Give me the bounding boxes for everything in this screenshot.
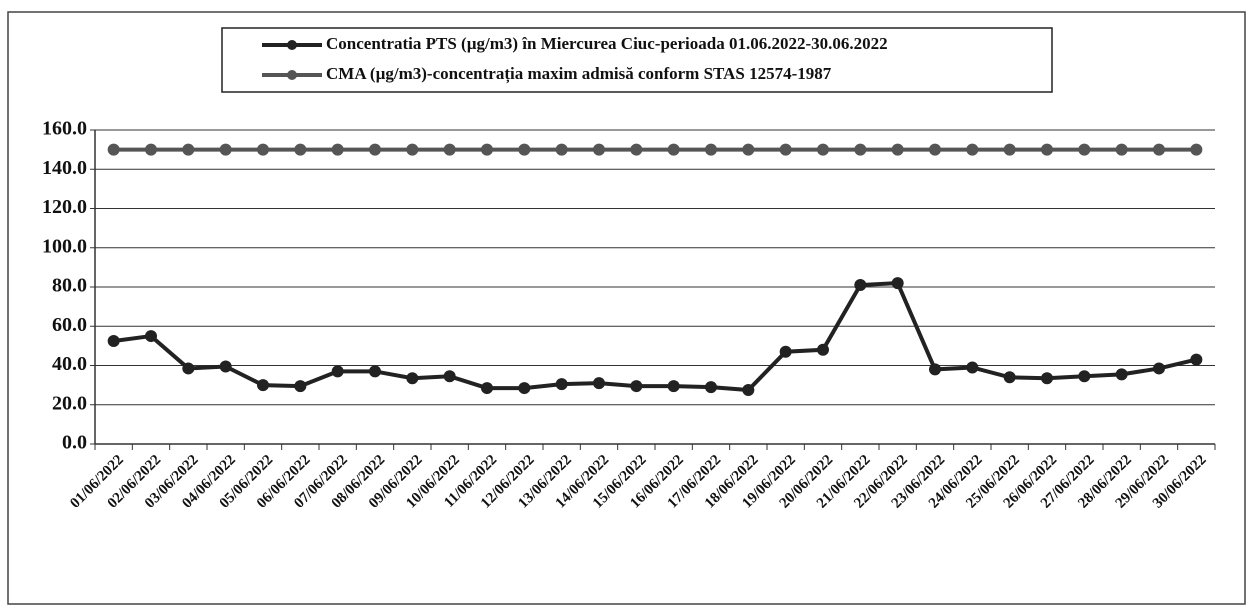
y-tick-label: 40.0 bbox=[52, 353, 87, 375]
series-marker bbox=[107, 143, 120, 156]
series-marker bbox=[182, 362, 195, 375]
series-marker bbox=[929, 363, 941, 376]
series-marker bbox=[145, 143, 157, 156]
series-marker bbox=[593, 377, 605, 390]
series-marker bbox=[1153, 143, 1165, 156]
y-tick-label: 80.0 bbox=[52, 275, 87, 297]
series-marker bbox=[481, 382, 493, 395]
series-marker bbox=[257, 143, 269, 156]
series-marker bbox=[817, 143, 829, 156]
series-marker bbox=[966, 143, 979, 156]
series-marker bbox=[929, 143, 941, 156]
series-marker bbox=[667, 380, 680, 393]
chart-frame bbox=[7, 11, 1246, 605]
series-marker bbox=[518, 382, 531, 395]
series-marker bbox=[742, 143, 755, 156]
series-marker bbox=[406, 143, 419, 156]
series-marker bbox=[1078, 143, 1091, 156]
series-marker bbox=[219, 143, 232, 156]
series-marker bbox=[1003, 143, 1016, 156]
series-marker bbox=[630, 380, 643, 393]
series-marker bbox=[555, 143, 568, 156]
y-tick-label: 0.0 bbox=[62, 432, 87, 454]
series-marker bbox=[443, 370, 456, 383]
series-marker bbox=[555, 378, 568, 391]
series-marker bbox=[779, 345, 792, 358]
legend-marker bbox=[287, 40, 297, 50]
series-marker bbox=[257, 379, 269, 392]
series-line bbox=[113, 281, 1197, 393]
series-marker bbox=[742, 384, 755, 397]
series-marker bbox=[406, 372, 419, 385]
series-marker bbox=[331, 143, 344, 156]
y-tick-label: 120.0 bbox=[42, 196, 87, 218]
series-marker bbox=[1153, 362, 1165, 375]
series-marker bbox=[891, 277, 904, 290]
series-marker bbox=[630, 143, 643, 156]
series-marker bbox=[779, 143, 792, 156]
y-tick-label: 140.0 bbox=[42, 157, 87, 179]
y-tick-label: 60.0 bbox=[52, 314, 87, 336]
series-marker bbox=[481, 143, 493, 156]
y-tick-label: 20.0 bbox=[52, 392, 87, 414]
series-marker bbox=[1115, 143, 1128, 156]
legend-label: Concentratia PTS (µg/m3) în Miercurea Ci… bbox=[326, 34, 888, 53]
y-tick-label: 160.0 bbox=[42, 118, 87, 140]
series-marker bbox=[182, 143, 195, 156]
series-marker bbox=[294, 380, 307, 393]
series-marker bbox=[593, 143, 605, 156]
series-marker bbox=[966, 361, 979, 374]
series-marker bbox=[705, 143, 717, 156]
legend-box bbox=[221, 27, 1053, 93]
legend-marker bbox=[287, 70, 297, 80]
series-marker bbox=[854, 143, 867, 156]
series-marker bbox=[443, 143, 456, 156]
series-marker bbox=[369, 365, 381, 378]
series-marker bbox=[1041, 372, 1053, 385]
series-marker bbox=[369, 143, 381, 156]
series-marker bbox=[817, 343, 829, 356]
series-marker bbox=[1190, 143, 1203, 156]
legend-label: CMA (µg/m3)-concentrația maxim admisă co… bbox=[326, 64, 832, 84]
series-marker bbox=[219, 360, 232, 373]
series-marker bbox=[518, 143, 531, 156]
series-marker bbox=[107, 334, 120, 347]
series-marker bbox=[1003, 371, 1016, 384]
series-marker bbox=[1115, 368, 1128, 381]
series-marker bbox=[854, 279, 867, 292]
y-tick-label: 100.0 bbox=[42, 235, 87, 257]
series-marker bbox=[1041, 143, 1053, 156]
series-marker bbox=[294, 143, 307, 156]
series-marker bbox=[145, 330, 157, 343]
series-marker bbox=[667, 143, 680, 156]
series-marker bbox=[705, 381, 717, 394]
series-marker bbox=[1190, 353, 1203, 366]
series-marker bbox=[891, 143, 904, 156]
series-marker bbox=[1078, 370, 1091, 383]
series-marker bbox=[331, 365, 344, 378]
